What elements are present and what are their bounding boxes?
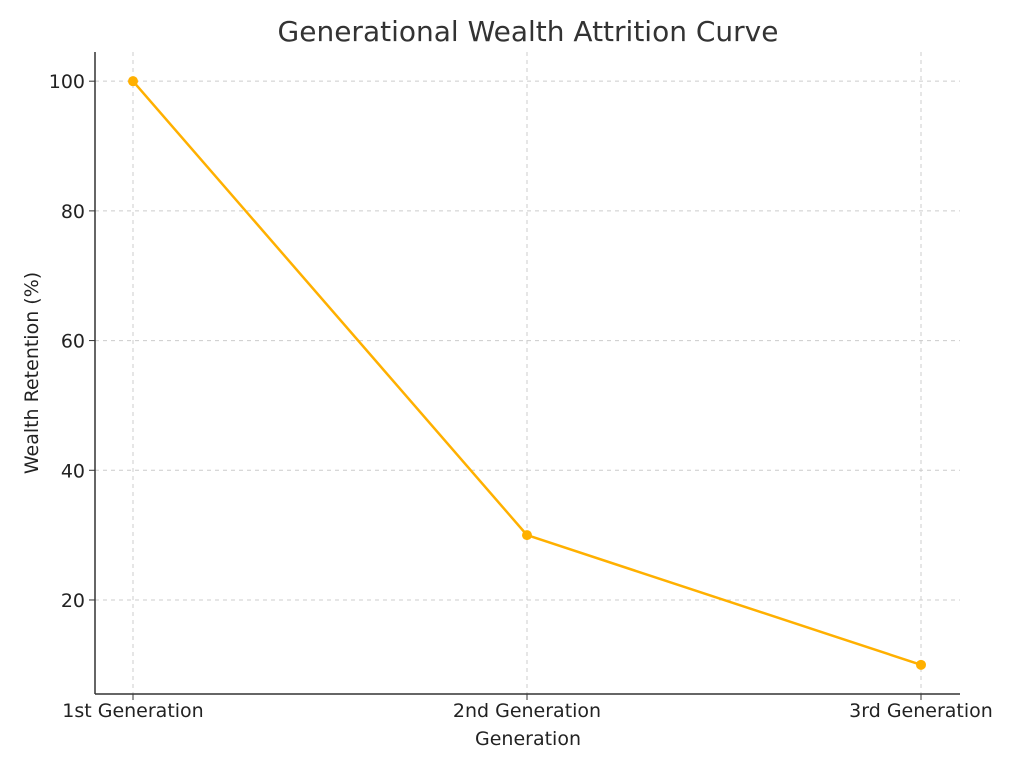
data-point bbox=[128, 76, 138, 87]
y-tick-label: 40 bbox=[61, 460, 85, 482]
y-tick-label: 80 bbox=[61, 201, 85, 223]
y-tick-label: 60 bbox=[61, 331, 85, 353]
x-tick-label: 2nd Generation bbox=[453, 700, 601, 722]
chart-title: Generational Wealth Attrition Curve bbox=[278, 15, 779, 48]
y-tick-label: 100 bbox=[49, 71, 85, 93]
grid-layer bbox=[95, 52, 960, 694]
data-point bbox=[916, 659, 926, 670]
data-point bbox=[522, 530, 532, 541]
y-axis-label: Wealth Retention (%) bbox=[21, 272, 43, 474]
x-tick-label: 3rd Generation bbox=[849, 700, 993, 722]
y-tick-label: 20 bbox=[61, 590, 85, 612]
tick-layer: 1st Generation 2nd Generation 3rd Generati… bbox=[49, 71, 993, 722]
x-tick-label: 1st Generation bbox=[62, 700, 203, 722]
x-axis-label: Generation bbox=[475, 728, 581, 750]
series-layer bbox=[128, 76, 926, 670]
